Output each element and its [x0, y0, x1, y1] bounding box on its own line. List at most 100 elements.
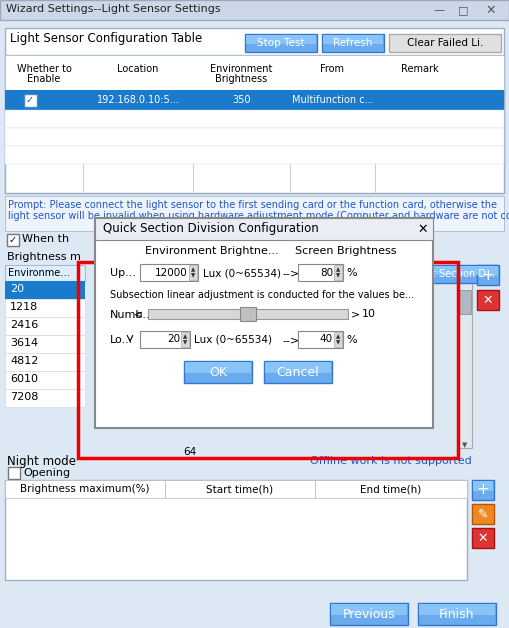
Text: %: % — [346, 335, 357, 345]
Text: 4812: 4812 — [10, 356, 38, 366]
Text: ▲: ▲ — [462, 267, 468, 273]
Bar — [5, 55, 504, 90]
Bar — [5, 265, 85, 281]
Bar — [5, 480, 467, 580]
Text: OK: OK — [209, 365, 227, 379]
Text: %: % — [346, 268, 357, 278]
Bar — [430, 265, 498, 283]
Bar — [5, 196, 504, 231]
Bar — [78, 262, 458, 458]
Bar — [189, 265, 197, 280]
Text: Subsection linear adjustment is conducted for the values be...: Subsection linear adjustment is conducte… — [110, 290, 414, 300]
Bar — [5, 389, 85, 407]
Text: 20: 20 — [167, 335, 180, 345]
Bar — [5, 480, 165, 498]
Text: Previous: Previous — [343, 607, 395, 620]
Bar — [315, 480, 467, 498]
Text: —: — — [434, 5, 444, 15]
Text: ✕: ✕ — [478, 531, 488, 544]
Bar — [5, 317, 85, 335]
Bar — [185, 362, 251, 373]
Bar — [473, 481, 493, 491]
Text: ✕: ✕ — [418, 222, 428, 236]
Bar — [389, 34, 501, 52]
Text: Cancel: Cancel — [277, 365, 319, 379]
Bar — [5, 146, 504, 164]
Bar — [24, 94, 37, 107]
Text: light sensor will be invalid when using hardware adjustment mode.(Computer and h: light sensor will be invalid when using … — [8, 211, 509, 221]
Text: <: < — [134, 309, 143, 319]
Text: -->: --> — [282, 335, 299, 345]
Text: 12000: 12000 — [155, 268, 188, 278]
Bar — [477, 290, 499, 310]
Text: 80: 80 — [320, 268, 333, 278]
Bar — [140, 331, 190, 348]
Bar — [240, 307, 256, 321]
Text: 7208: 7208 — [10, 392, 38, 402]
Bar — [181, 332, 189, 347]
Bar — [323, 35, 383, 44]
Text: Start time(h): Start time(h) — [207, 484, 273, 494]
Bar — [477, 265, 499, 285]
Text: Opening: Opening — [23, 468, 70, 478]
Text: Offline work is not supported: Offline work is not supported — [310, 456, 472, 466]
Bar — [5, 281, 85, 299]
Text: 10: 10 — [362, 309, 376, 319]
Text: 6010: 6010 — [10, 374, 38, 384]
Bar — [5, 335, 85, 353]
Text: Environment Brightne...: Environment Brightne... — [145, 246, 279, 256]
Text: ✎: ✎ — [478, 507, 488, 521]
Text: Screen Brightness: Screen Brightness — [295, 246, 397, 256]
Text: +: + — [476, 482, 489, 497]
Bar — [298, 331, 343, 348]
Bar — [334, 332, 342, 347]
Bar — [184, 361, 252, 383]
Text: ✕: ✕ — [486, 4, 496, 16]
Bar — [140, 264, 198, 281]
Text: Lux (0~65534): Lux (0~65534) — [194, 335, 272, 345]
Text: Lo...: Lo... — [110, 335, 133, 345]
Text: Remark: Remark — [401, 63, 439, 73]
Bar — [95, 218, 433, 240]
Bar — [5, 353, 85, 371]
Text: ▼: ▼ — [336, 341, 340, 346]
Bar — [478, 266, 498, 276]
Text: Numb...: Numb... — [110, 310, 154, 320]
Text: ✓: ✓ — [9, 235, 17, 245]
Bar — [5, 55, 504, 193]
Text: ▼: ▼ — [183, 341, 187, 346]
Bar — [458, 265, 472, 448]
Text: End time(h): End time(h) — [360, 484, 421, 494]
Text: ▲: ▲ — [336, 334, 340, 339]
Text: 1218: 1218 — [10, 302, 38, 312]
Text: -->: --> — [282, 268, 299, 278]
Text: Enable: Enable — [27, 73, 61, 84]
Bar — [5, 128, 504, 146]
Bar — [322, 34, 384, 52]
Bar — [148, 309, 348, 319]
Text: Refresh: Refresh — [333, 38, 373, 48]
Bar — [330, 603, 408, 625]
Text: From: From — [321, 63, 345, 73]
Bar — [8, 467, 20, 479]
Text: ▼: ▼ — [462, 442, 468, 448]
Text: ▼: ▼ — [336, 274, 340, 279]
Text: Whether to: Whether to — [17, 63, 71, 73]
Text: Finish: Finish — [439, 607, 475, 620]
Text: ▲: ▲ — [183, 334, 187, 339]
Text: 3614: 3614 — [10, 338, 38, 348]
Text: Environment: Environment — [210, 63, 273, 73]
Text: □: □ — [458, 5, 468, 15]
Text: Stop Test: Stop Test — [257, 38, 305, 48]
Text: 64: 64 — [183, 447, 196, 457]
Bar — [459, 290, 471, 314]
Bar — [431, 266, 497, 275]
Text: Brightness: Brightness — [215, 73, 268, 84]
Text: 350: 350 — [232, 95, 251, 105]
Bar — [472, 528, 494, 548]
Bar — [419, 604, 495, 615]
Text: Quick Section Division Configuration: Quick Section Division Configuration — [103, 222, 319, 235]
Bar — [5, 299, 85, 317]
Text: Brightness maximum(%): Brightness maximum(%) — [20, 484, 150, 494]
Bar — [5, 90, 504, 110]
